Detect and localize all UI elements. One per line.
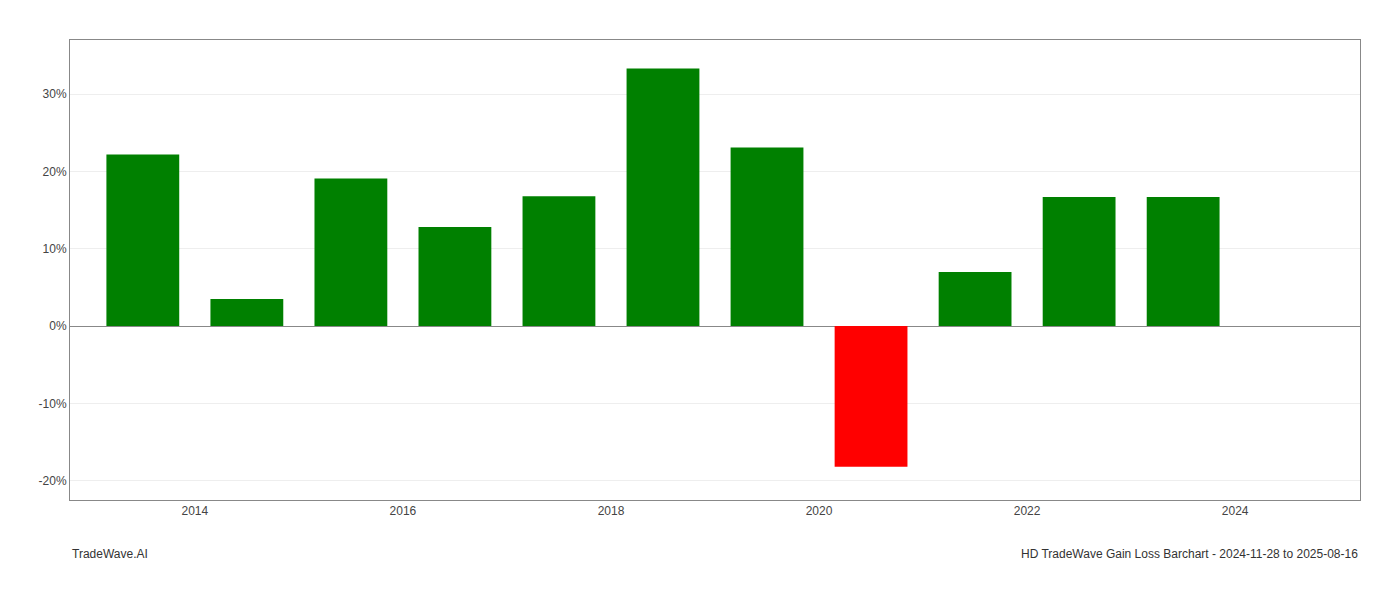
svg-text:HD TradeWave Gain Loss Barchar: HD TradeWave Gain Loss Barchart - 2024-1…	[1021, 547, 1358, 561]
svg-text:20%: 20%	[43, 165, 67, 179]
svg-text:2016: 2016	[390, 504, 417, 518]
svg-text:TradeWave.AI: TradeWave.AI	[72, 547, 148, 561]
svg-text:10%: 10%	[43, 242, 67, 256]
svg-text:2024: 2024	[1222, 504, 1249, 518]
svg-text:0%: 0%	[49, 319, 67, 333]
svg-text:-10%: -10%	[39, 397, 67, 411]
svg-text:30%: 30%	[43, 87, 67, 101]
svg-text:2022: 2022	[1014, 504, 1041, 518]
svg-text:2018: 2018	[598, 504, 625, 518]
svg-text:-20%: -20%	[39, 474, 67, 488]
svg-text:2020: 2020	[806, 504, 833, 518]
svg-text:2014: 2014	[181, 504, 208, 518]
